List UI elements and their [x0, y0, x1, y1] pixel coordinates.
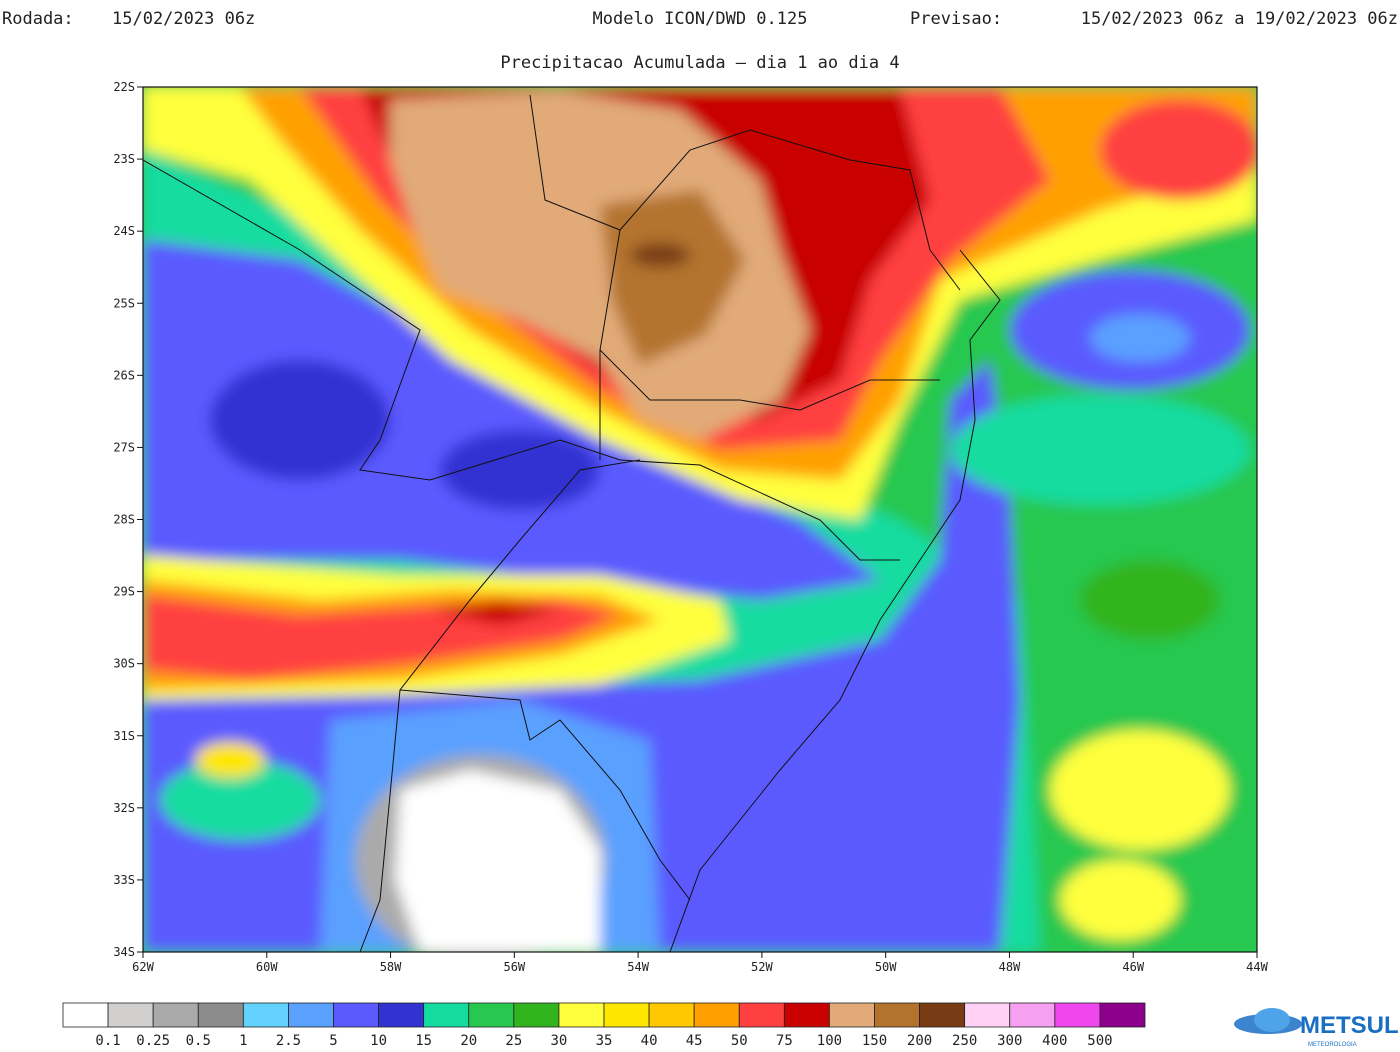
lat-label: 26S [113, 368, 135, 382]
colorbar-swatch [648, 1002, 695, 1028]
lat-label: 25S [113, 296, 135, 310]
lat-label: 29S [113, 585, 135, 599]
colorbar-swatch [333, 1002, 379, 1028]
lat-label: 30S [113, 657, 135, 671]
logo-tagline: METEOROLOGIA [1308, 1042, 1357, 1048]
colorbar-label: 45 [686, 1033, 703, 1049]
colorbar-label: 35 [596, 1033, 613, 1049]
colorbar-label: 250 [952, 1033, 977, 1049]
lon-label: 44W [1246, 960, 1268, 974]
lon-label: 60W [256, 960, 278, 974]
colorbar-label: 2.5 [276, 1033, 301, 1049]
lon-label: 54W [627, 960, 649, 974]
colorbar-label: 1 [239, 1033, 247, 1049]
lon-label: 50W [875, 960, 897, 974]
lon-label: 58W [380, 960, 402, 974]
colorbar-label: 5 [329, 1033, 337, 1049]
colorbar-swatch [378, 1002, 425, 1028]
colorbar-label: 25 [505, 1033, 522, 1049]
lat-label: 28S [113, 513, 135, 527]
run-label: Rodada: [2, 9, 74, 29]
lat-label: 34S [113, 945, 135, 959]
run-value: 15/02/2023 06z [112, 9, 255, 29]
colorbar-swatch [197, 1002, 244, 1028]
forecast-label: Previsao: [910, 9, 1002, 29]
lon-label: 46W [1122, 960, 1144, 974]
lon-label: 52W [751, 960, 773, 974]
colorbar-label: 150 [862, 1033, 887, 1049]
colorbar-label: 50 [731, 1033, 748, 1049]
colorbar-swatch [62, 1002, 109, 1028]
colorbar-swatch [738, 1002, 785, 1028]
colorbar-swatch [1054, 1002, 1101, 1028]
lat-label: 31S [113, 729, 135, 743]
colorbar-label: 400 [1042, 1033, 1067, 1049]
colorbar-label: 300 [997, 1033, 1022, 1049]
precip-field [143, 87, 1257, 952]
lat-label: 32S [113, 801, 135, 815]
colorbar-swatch [468, 1002, 515, 1028]
colorbar-label: 40 [641, 1033, 658, 1049]
colorbar-swatch [107, 1002, 154, 1028]
colorbar-swatch [919, 1002, 966, 1028]
colorbar-label: 15 [415, 1033, 432, 1049]
colorbar-swatch [1009, 1002, 1056, 1028]
lat-label: 23S [113, 152, 135, 166]
lon-label: 48W [999, 960, 1021, 974]
colorbar-swatch [513, 1002, 560, 1028]
logo-name: METSUL [1300, 1012, 1399, 1039]
lat-label: 27S [113, 440, 135, 454]
lat-label: 24S [113, 224, 135, 238]
colorbar-label: 0.5 [186, 1033, 211, 1049]
colorbar-swatch [783, 1002, 830, 1028]
colorbar-label: 200 [907, 1033, 932, 1049]
colorbar-swatch [152, 1002, 199, 1028]
colorbar-swatch [829, 1002, 875, 1028]
lat-label: 22S [113, 80, 135, 94]
lon-label: 62W [132, 960, 154, 974]
colorbar-swatch [242, 1002, 289, 1028]
colorbar-label: 0.25 [136, 1033, 170, 1049]
subtitle: Precipitacao Acumulada — dia 1 ao dia 4 [500, 53, 899, 73]
logo: METSUL METEOROLOGIA [1234, 1008, 1399, 1048]
colorbar-label: 500 [1087, 1033, 1112, 1049]
colorbar-label: 30 [550, 1033, 567, 1049]
lon-label: 56W [503, 960, 525, 974]
colorbar-label: 10 [370, 1033, 387, 1049]
colorbar-swatch [964, 1002, 1011, 1028]
colorbar-label: 100 [817, 1033, 842, 1049]
colorbar-label: 20 [460, 1033, 477, 1049]
colorbar-swatch [288, 1002, 334, 1028]
forecast-value: 15/02/2023 06z a 19/02/2023 06z [1081, 9, 1398, 29]
colorbar-swatch [558, 1002, 605, 1028]
colorbar-swatch [603, 1002, 650, 1028]
colorbar-swatch [423, 1002, 470, 1028]
colorbar-label: 75 [776, 1033, 793, 1049]
colorbar-swatch [1099, 1002, 1146, 1028]
lat-label: 33S [113, 873, 135, 887]
colorbar-label: 0.1 [95, 1033, 120, 1049]
model-name: Modelo ICON/DWD 0.125 [593, 9, 808, 29]
colorbar-swatch [874, 1002, 920, 1028]
colorbar-swatch [693, 1002, 740, 1028]
